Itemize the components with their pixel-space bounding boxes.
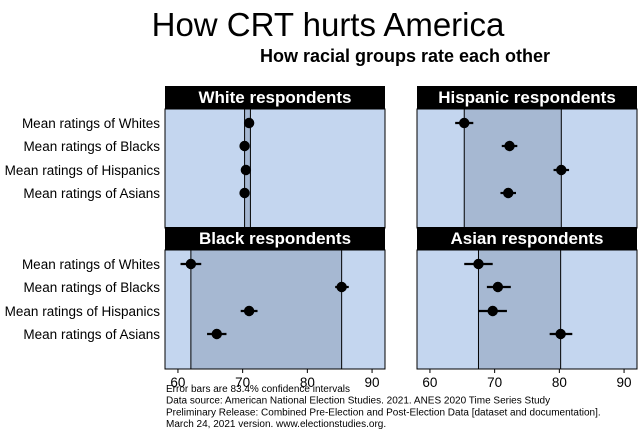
data-point	[211, 328, 222, 340]
data-point	[240, 164, 252, 176]
source-note-line: March 24, 2021 version. www.electionstud…	[166, 419, 386, 430]
tick-label: 70	[487, 375, 502, 390]
data-point	[239, 187, 250, 199]
tick-label: 90	[617, 375, 632, 390]
panel-header	[165, 86, 385, 109]
panel-title: Black respondents	[199, 229, 351, 248]
row-label: Mean ratings of Blacks	[23, 280, 160, 295]
panel-plot-area	[164, 108, 386, 229]
panel-title: Hispanic respondents	[438, 88, 616, 107]
panel-border	[164, 249, 386, 370]
panel-white-respondents: White respondents Mean ratings of Whites M…	[5, 86, 386, 229]
data-point	[555, 328, 566, 340]
data-point	[243, 305, 255, 317]
panel-title: Asian respondents	[450, 229, 603, 248]
source-note-line: Preliminary Release: Combined Pre-Electi…	[166, 407, 601, 418]
chart-subtitle: How racial groups rate each other	[260, 46, 550, 66]
chart-title: How CRT hurts America	[152, 6, 505, 43]
data-point	[239, 140, 250, 152]
data-point	[185, 258, 197, 270]
panel-header	[165, 227, 385, 250]
tick-label: 60	[170, 375, 185, 390]
row-label: Mean ratings of Whites	[22, 116, 160, 131]
panel-title: White respondents	[198, 88, 351, 107]
panel-hispanic-respondents: Hispanic respondents	[416, 86, 638, 229]
data-point	[336, 281, 347, 293]
row-label: Mean ratings of Asians	[23, 186, 160, 201]
row-label: Mean ratings of Whites	[22, 257, 160, 272]
data-point	[556, 164, 567, 176]
tick-label: 70	[235, 375, 250, 390]
data-point	[487, 305, 498, 317]
panel-header	[417, 227, 637, 250]
data-point	[504, 140, 515, 152]
data-point	[243, 117, 255, 129]
panels: White respondents Mean ratings of Whites M…	[5, 86, 638, 390]
data-point	[492, 281, 504, 293]
source-notes: Error bars are 83.4% confidence interval…	[166, 384, 601, 430]
source-note-line: Error bars are 83.4% confidence interval…	[166, 384, 350, 395]
panel-header	[417, 86, 637, 109]
panel-border	[416, 249, 638, 370]
data-point	[503, 187, 514, 199]
row-label: Mean ratings of Blacks	[23, 139, 160, 154]
panel-asian-respondents: Asian respondents 60 70 80 90	[416, 227, 638, 390]
row-label: Mean ratings of Asians	[23, 327, 160, 342]
panel-black-respondents: Black respondents Mean ratings of Whites M…	[5, 227, 386, 390]
tick-label: 80	[552, 375, 567, 390]
data-point	[459, 117, 470, 129]
highlight-band	[464, 109, 562, 228]
tick-label: 60	[422, 375, 437, 390]
tick-label: 90	[365, 375, 380, 390]
tick-label: 80	[300, 375, 315, 390]
row-label: Mean ratings of Hispanics	[5, 304, 161, 319]
row-label: Mean ratings of Hispanics	[5, 163, 161, 178]
data-point	[473, 258, 484, 270]
highlight-band	[190, 250, 342, 369]
source-note-line: Data source: American National Election …	[166, 396, 550, 407]
